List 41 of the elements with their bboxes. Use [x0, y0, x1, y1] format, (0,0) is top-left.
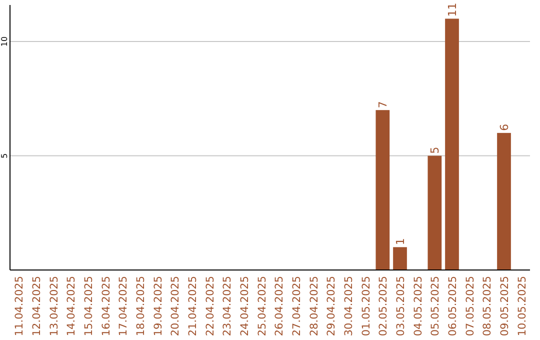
x-tick-label: 04.05.2025 — [412, 276, 424, 336]
x-tick-label: 22.04.2025 — [204, 276, 216, 336]
x-tick-label: 15.04.2025 — [83, 276, 95, 336]
x-tick-label: 07.05.2025 — [464, 276, 476, 336]
x-tick-label: 17.04.2025 — [118, 276, 130, 336]
x-tick-label: 30.04.2025 — [343, 276, 355, 336]
x-tick-label: 21.04.2025 — [187, 276, 199, 336]
x-tick-label: 13.04.2025 — [48, 276, 60, 336]
x-tick-label: 14.04.2025 — [66, 276, 78, 336]
x-tick-label: 12.04.2025 — [31, 276, 43, 336]
x-tick-label: 05.05.2025 — [430, 276, 442, 336]
x-tick-label: 24.04.2025 — [239, 276, 251, 336]
x-tick-label: 11.04.2025 — [14, 276, 26, 336]
x-tick-label: 26.04.2025 — [274, 276, 286, 336]
data-label: 5 — [428, 146, 442, 154]
x-tick-label: 02.05.2025 — [378, 276, 390, 336]
data-label: 6 — [498, 124, 511, 131]
x-tick-label: 18.04.2025 — [135, 276, 147, 336]
x-tick-label: 08.05.2025 — [482, 276, 494, 336]
x-tick-label: 28.04.2025 — [308, 276, 320, 336]
bar — [393, 247, 407, 270]
data-label: 1 — [394, 238, 407, 246]
x-tick-label: 23.04.2025 — [222, 276, 234, 336]
x-tick-label: 20.04.2025 — [170, 276, 182, 336]
x-tick-label: 16.04.2025 — [100, 276, 112, 336]
data-label: 11 — [446, 2, 459, 17]
bar — [497, 132, 511, 270]
x-tick-label: 03.05.2025 — [395, 276, 407, 336]
bar — [445, 18, 459, 270]
data-label: 7 — [376, 101, 390, 108]
x-tick-label: 27.04.2025 — [291, 276, 303, 336]
x-tick-label: 19.04.2025 — [152, 276, 164, 336]
x-tick-label: 01.05.2025 — [360, 276, 372, 336]
x-tick-label: 10.05.2025 — [516, 276, 528, 336]
bar — [376, 110, 390, 270]
x-tick-label: 25.04.2025 — [256, 276, 268, 336]
x-tick-label: 06.05.2025 — [447, 276, 459, 336]
x-tick-label: 09.05.2025 — [499, 276, 511, 336]
bar — [428, 156, 442, 270]
x-tick-label: 29.04.2025 — [326, 276, 338, 336]
y-tick-label: 10 — [0, 36, 9, 47]
